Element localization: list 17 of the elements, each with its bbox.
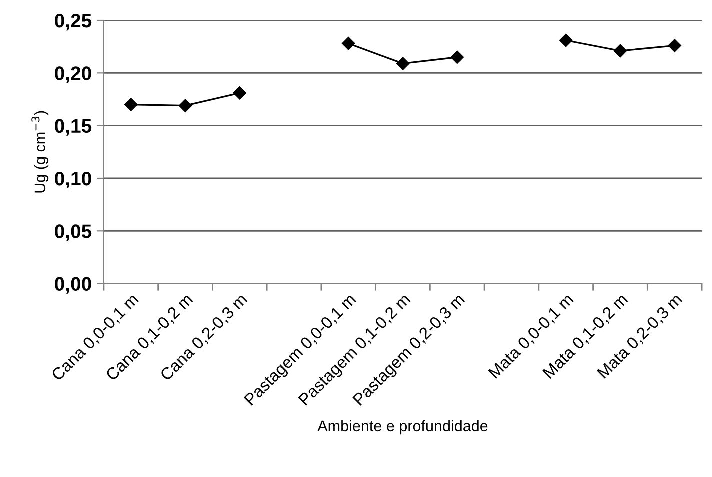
point: [668, 39, 682, 52]
point: [614, 44, 628, 58]
point: [560, 34, 573, 48]
x-axis-title: Ambiente e profundidade: [318, 420, 488, 435]
point: [450, 50, 464, 64]
y-tick-label: 0,05: [55, 224, 92, 242]
point: [396, 57, 410, 70]
point: [342, 37, 356, 50]
y-tick-label: 0,25: [55, 14, 92, 31]
y-tick-label: 0,00: [55, 277, 92, 294]
point: [178, 99, 192, 112]
point: [233, 86, 246, 100]
y-tick-label: 0,20: [55, 66, 92, 84]
y-axis-title: Ug (g cm$^{−3}$): [32, 111, 49, 193]
point: [124, 98, 138, 112]
y-tick-label: 0,10: [55, 172, 92, 189]
y-tick-label: 0,15: [55, 119, 92, 136]
